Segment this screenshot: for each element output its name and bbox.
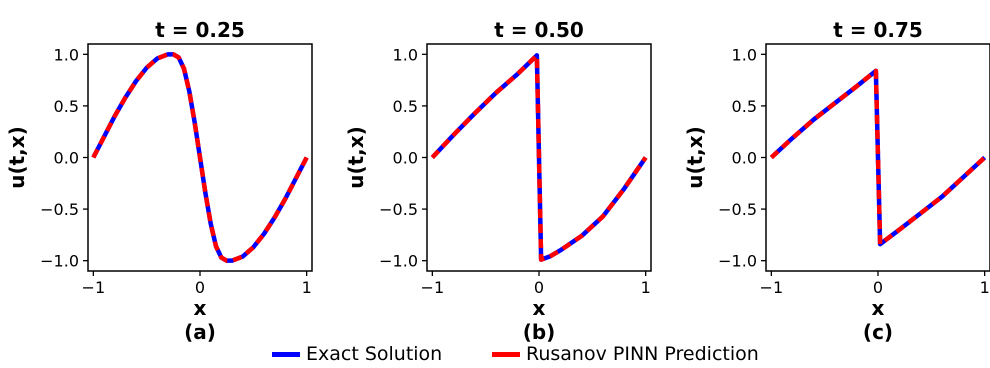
x-tick-label: −1 xyxy=(82,278,106,297)
legend: Exact Solution Rusanov PINN Prediction xyxy=(0,340,990,368)
chart-title: t = 0.75 xyxy=(833,18,923,42)
y-tick-label: −0.5 xyxy=(718,200,757,219)
x-tick-label: 0 xyxy=(534,278,544,297)
chart-panel-2: t = 0.50 1.0 0.5 0.0 −0.5 −1.0−1 0 1 x(b) u(t,x) xyxy=(344,18,652,344)
x-tick-label: 1 xyxy=(641,278,651,297)
legend-label-prediction: Rusanov PINN Prediction xyxy=(526,343,759,365)
panel-label: (b) xyxy=(523,320,556,344)
y-axis-label: u(t,x) xyxy=(5,126,29,189)
y-tick-label: 0.5 xyxy=(732,97,757,116)
legend-swatch-exact xyxy=(272,351,300,357)
series-line-prediction xyxy=(91,52,309,263)
y-tick-label: 0.5 xyxy=(54,97,79,116)
x-axis-label: x xyxy=(533,296,546,320)
x-tick-label: −1 xyxy=(421,278,445,297)
y-tick-label: −0.5 xyxy=(40,200,79,219)
y-tick-label: 0.0 xyxy=(393,149,418,168)
x-tick-label: 1 xyxy=(302,278,312,297)
y-tick-label: −1.0 xyxy=(718,252,757,271)
chart-panel-3: t = 0.75 1.0 0.5 0.0 −0.5 −1.0−1 0 1 x(c) u(t,x) xyxy=(683,18,990,344)
y-tick-label: 0.0 xyxy=(732,149,757,168)
series-line-exact xyxy=(769,68,987,247)
x-tick-label: 0 xyxy=(195,278,205,297)
x-tick-label: 0 xyxy=(873,278,883,297)
y-axis-label: u(t,x) xyxy=(344,126,368,189)
legend-item-prediction: Rusanov PINN Prediction xyxy=(492,340,759,368)
panel-label: (c) xyxy=(863,320,893,344)
y-tick-label: −1.0 xyxy=(40,252,79,271)
x-tick-label: −1 xyxy=(760,278,784,297)
y-tick-label: 0.0 xyxy=(54,149,79,168)
x-axis-label: x xyxy=(872,296,885,320)
y-tick-label: 1.0 xyxy=(393,45,418,64)
y-tick-label: −0.5 xyxy=(379,200,418,219)
panel-label: (a) xyxy=(184,320,216,344)
y-tick-label: 1.0 xyxy=(54,45,79,64)
legend-item-exact: Exact Solution xyxy=(272,340,442,368)
series-line-prediction xyxy=(430,53,648,262)
legend-swatch-prediction xyxy=(492,351,520,357)
y-tick-label: 0.5 xyxy=(393,97,418,116)
x-axis-label: x xyxy=(194,296,207,320)
y-tick-label: 1.0 xyxy=(732,45,757,64)
y-axis-label: u(t,x) xyxy=(683,126,707,189)
y-tick-label: −1.0 xyxy=(379,252,418,271)
chart-panel-1: t = 0.25 1.0 0.5 0.0 −0.5 −1.0−1 0 1 x(a) u(t,x) xyxy=(5,18,313,344)
x-tick-label: 1 xyxy=(980,278,990,297)
chart-title: t = 0.25 xyxy=(155,18,245,42)
legend-label-exact: Exact Solution xyxy=(306,343,443,365)
chart-title: t = 0.50 xyxy=(494,18,584,42)
